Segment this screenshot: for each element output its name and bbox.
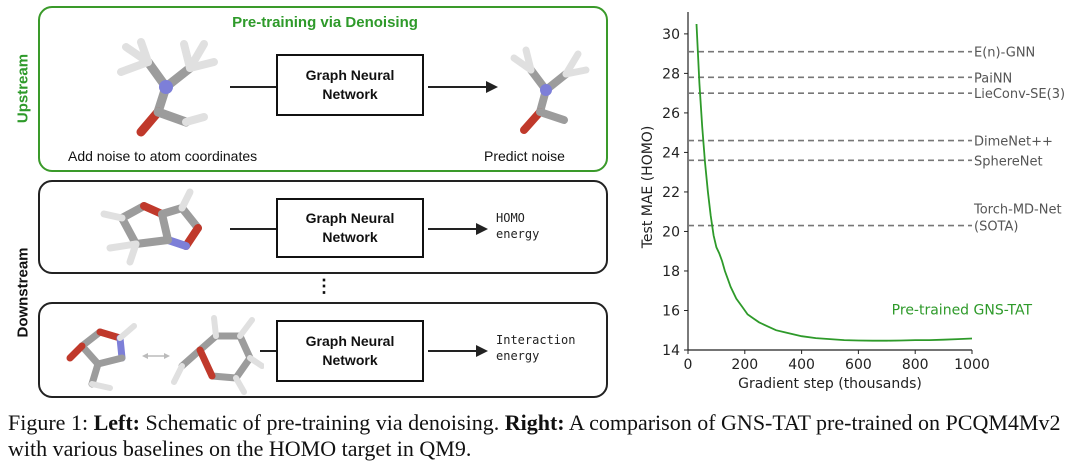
x-tick-label: 0 — [684, 357, 693, 373]
y-tick-label: 14 — [662, 343, 680, 359]
ellipsis-separator: ⋮ — [315, 276, 333, 296]
caption-right-bold: Right: — [504, 410, 565, 435]
molecule-pair-image — [66, 315, 264, 395]
upstream-panel: Pre-training via Denoising — [38, 6, 608, 172]
downstream-panel-homo: Graph Neural Network HOMO energy — [38, 180, 608, 274]
gnn-box-line2: Network — [322, 86, 378, 102]
gnn-box-homo: Graph Neural Network — [276, 198, 424, 258]
y-tick-label: 16 — [662, 303, 680, 319]
y-tick-label: 22 — [662, 185, 680, 201]
mae-chart: 14 16 18 20 22 24 26 28 30 0 200 400 600 800 1000 E(n)… — [640, 12, 1065, 392]
homo-line2: energy — [496, 227, 540, 242]
gnn-box-upstream: Graph Neural Network — [276, 54, 424, 116]
y-tick-label: 26 — [662, 106, 680, 122]
baseline-label: Torch-MD-Net — [973, 203, 1062, 218]
chart-axes: 14 16 18 20 22 24 26 28 30 0 200 400 600 800 1000 — [662, 12, 990, 373]
y-tick-label: 28 — [662, 66, 680, 82]
caption-right-text: A comparison of GNS-TAT pre-trained on P… — [8, 410, 1061, 462]
gnn-box-line1: Graph Neural — [305, 333, 395, 350]
series-lines: Pre-trained GNS-TAT — [695, 23, 1033, 342]
arrow-right-icon — [428, 345, 488, 357]
gnn-box-line2: Network — [322, 229, 378, 245]
downstream-label: Downstream — [14, 247, 32, 338]
gnn-box-interaction: Graph Neural Network — [276, 320, 424, 382]
caption-left-text: Schematic of pre-training via denoising. — [139, 410, 505, 435]
predicted-noise-molecule-image — [510, 46, 590, 134]
y-tick-label: 30 — [662, 27, 680, 43]
homo-line1: HOMO — [496, 211, 525, 225]
baseline-label: DimeNet++ — [974, 135, 1053, 150]
gnn-box-line1: Graph Neural — [305, 67, 395, 84]
x-axis-label: Gradient step (thousands) — [738, 376, 922, 392]
x-tick-label: 800 — [902, 357, 929, 373]
x-tick-label: 200 — [731, 357, 758, 373]
interaction-line1: Interaction — [496, 333, 576, 347]
gnn-box-line1: Graph Neural — [305, 210, 395, 227]
predict-caption: Predict noise — [484, 148, 565, 164]
baseline-label: LieConv-SE(3) — [974, 87, 1065, 102]
homo-energy-output: HOMO energy — [496, 210, 539, 242]
x-tick-label: 400 — [788, 357, 815, 373]
baseline-label: PaiNN — [974, 71, 1012, 86]
interaction-line2: energy — [496, 349, 540, 364]
baseline-label: SphereNet — [974, 154, 1043, 169]
arrow-right-icon — [428, 223, 488, 235]
y-tick-label: 20 — [662, 224, 680, 240]
x-tick-label: 600 — [845, 357, 872, 373]
interaction-energy-output: Interaction energy — [496, 332, 575, 364]
noisy-molecule-image — [117, 38, 218, 137]
series-line-gns-tat — [695, 23, 973, 342]
noise-caption: Add noise to atom coordinates — [68, 148, 258, 164]
caption-left-bold: Left: — [93, 410, 140, 435]
upstream-title: Pre-training via Denoising — [232, 14, 418, 31]
x-tick-label: 1000 — [954, 357, 990, 373]
gnn-box-line2: Network — [322, 352, 378, 368]
y-axis-label: Test MAE (HOMO) — [640, 126, 656, 250]
series-label: Pre-trained GNS-TAT — [892, 302, 1033, 318]
figure-caption: Figure 1: Left: Schematic of pre-trainin… — [8, 410, 1072, 463]
y-tick-label: 24 — [662, 145, 680, 161]
y-tick-label: 18 — [662, 264, 680, 280]
baseline-label: E(n)-GNN — [974, 46, 1035, 61]
arrow-right-icon — [428, 81, 498, 93]
bicyclic-molecule-image — [100, 188, 202, 266]
baseline-label-sub: (SOTA) — [974, 220, 1018, 235]
caption-figure-number: Figure 1: — [8, 410, 94, 435]
downstream-panel-interaction: Graph Neural Network Interaction energy — [38, 302, 608, 398]
upstream-label: Upstream — [14, 53, 32, 124]
